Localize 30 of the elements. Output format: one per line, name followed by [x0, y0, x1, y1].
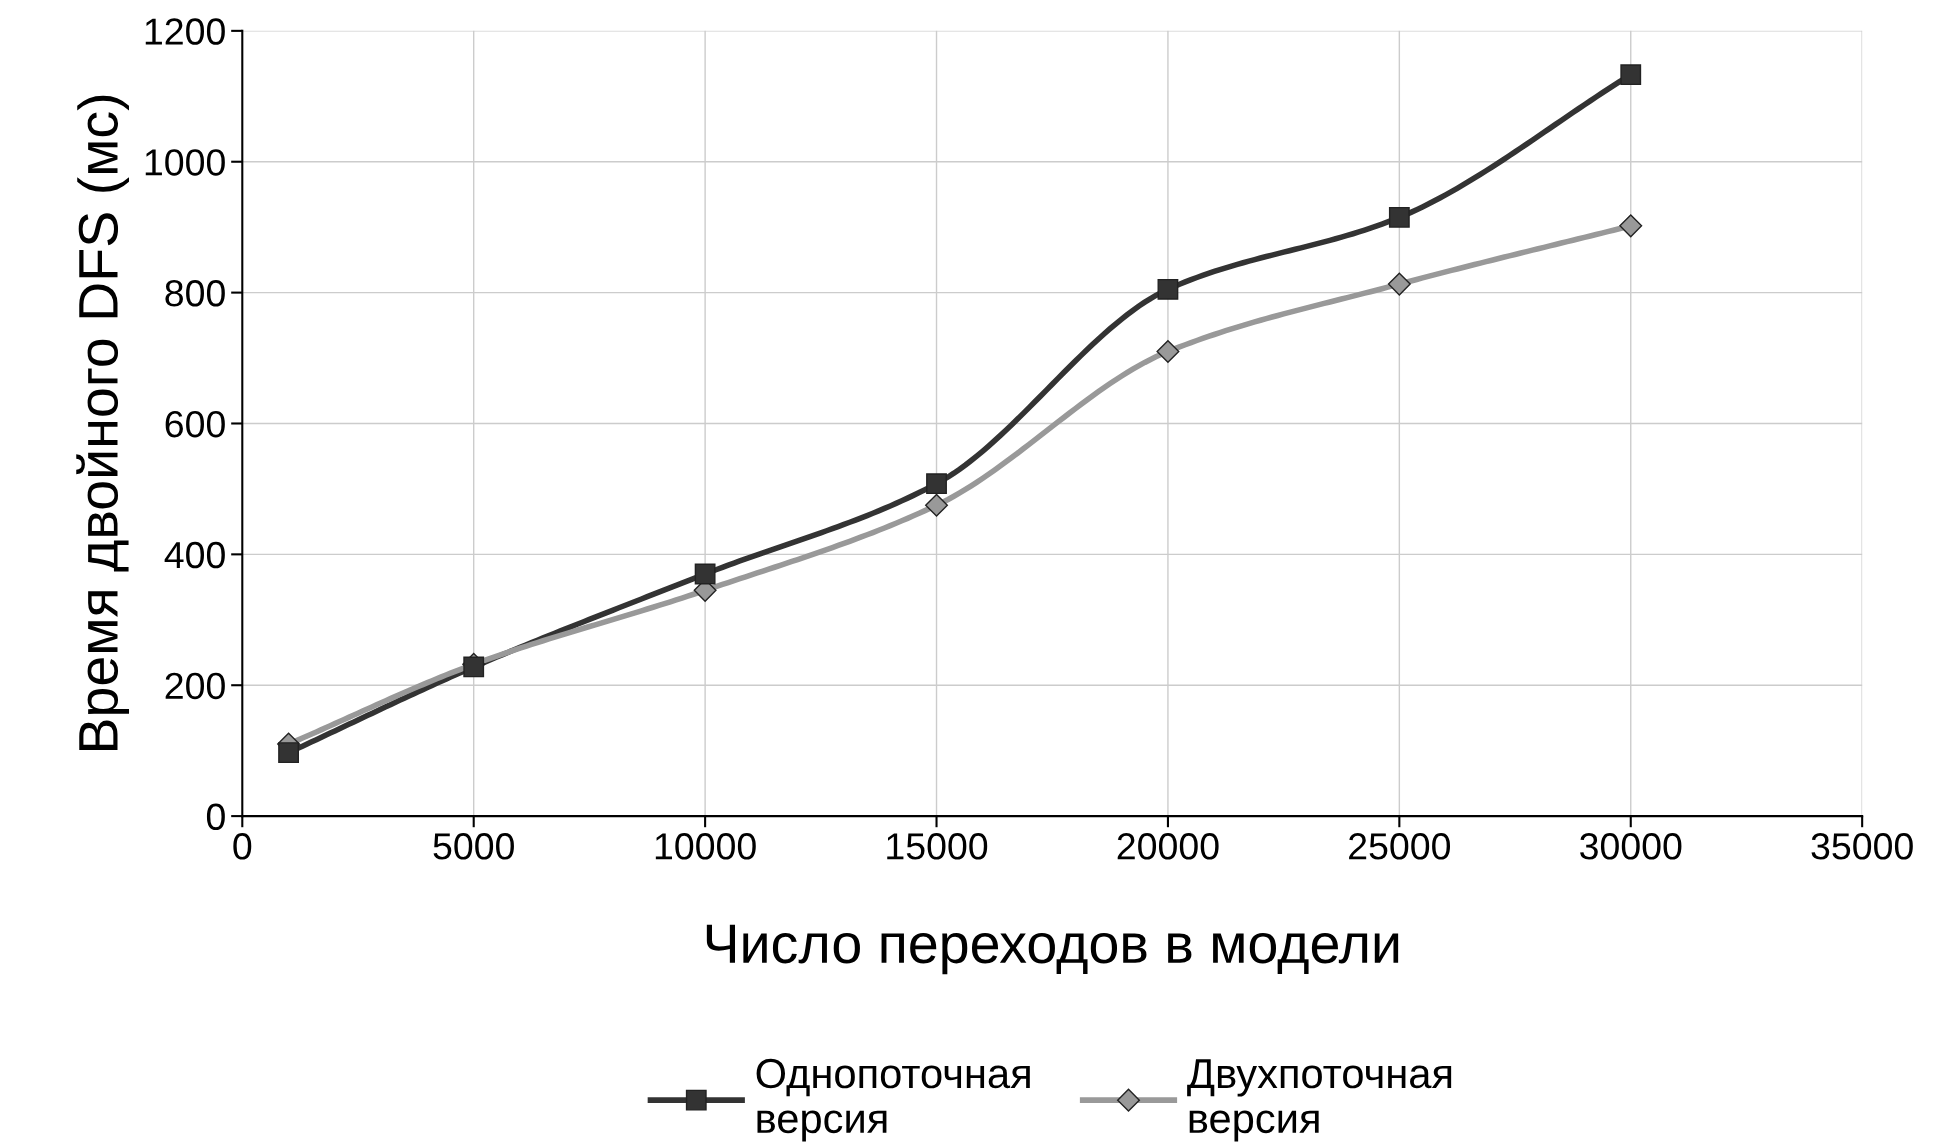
- y-tick-label: 800: [165, 280, 225, 307]
- legend-label: Однопоточная версия: [756, 1058, 1030, 1142]
- y-tick-label: 1000: [145, 149, 225, 176]
- point: [278, 742, 299, 764]
- point: [1156, 340, 1180, 363]
- legend-label: Двухпоточная версия: [1187, 1059, 1452, 1142]
- point: [1387, 272, 1411, 296]
- point: [1619, 214, 1643, 238]
- point: [463, 656, 485, 678]
- x-tick-label: 0: [233, 833, 252, 860]
- x-tick-label: 25000: [1349, 833, 1451, 860]
- point: [694, 563, 716, 585]
- y-axis-title: Время двойного DFS (мс): [76, 95, 130, 751]
- x-tick-label: 15000: [887, 833, 988, 860]
- y-tick-label: 200: [165, 672, 225, 700]
- y-tick-label: 1200: [145, 18, 225, 45]
- x-tick-label: 30000: [1580, 833, 1682, 860]
- y-tick-label: 400: [164, 541, 225, 569]
- y-tick-label: 600: [165, 410, 225, 438]
- point: [1157, 278, 1179, 300]
- x-axis-title: Число переходов в модели: [706, 924, 1399, 975]
- point: [1620, 64, 1642, 86]
- x-tick-label: 35000: [1811, 833, 1913, 860]
- x-tick-label: 10000: [655, 833, 756, 860]
- point: [925, 493, 949, 517]
- x-tick-label: 20000: [1117, 833, 1219, 860]
- y-tick-label: 0: [206, 803, 225, 831]
- point: [926, 473, 947, 495]
- point: [1388, 206, 1410, 228]
- x-tick-label: 5000: [433, 833, 514, 860]
